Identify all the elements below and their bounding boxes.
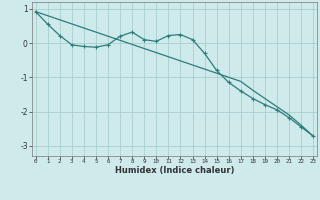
X-axis label: Humidex (Indice chaleur): Humidex (Indice chaleur) xyxy=(115,166,234,175)
